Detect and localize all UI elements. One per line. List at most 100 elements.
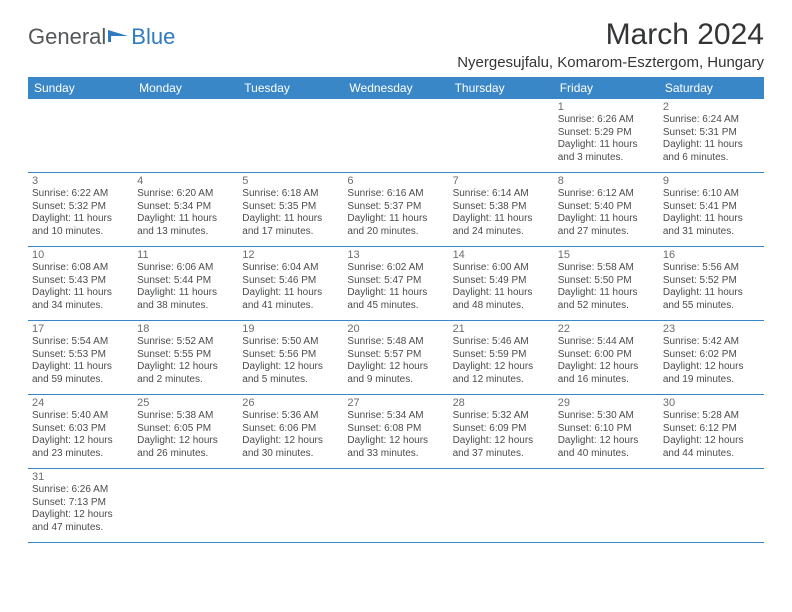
day-info-line: Sunrise: 6:08 AM <box>32 262 129 275</box>
calendar-cell: 27Sunrise: 5:34 AMSunset: 6:08 PMDayligh… <box>343 395 448 469</box>
day-number: 28 <box>453 397 550 409</box>
calendar-row: 10Sunrise: 6:08 AMSunset: 5:43 PMDayligh… <box>28 247 764 321</box>
day-info-line: Sunset: 5:37 PM <box>347 201 444 214</box>
day-info-line: Sunset: 6:00 PM <box>558 349 655 362</box>
calendar-cell: 2Sunrise: 6:24 AMSunset: 5:31 PMDaylight… <box>659 99 764 173</box>
title-block: March 2024 Nyergesujfalu, Komarom-Eszter… <box>457 18 764 71</box>
day-info-line: and 16 minutes. <box>558 374 655 387</box>
day-info: Sunrise: 5:32 AMSunset: 6:09 PMDaylight:… <box>453 410 550 460</box>
day-number: 18 <box>137 323 234 335</box>
day-info-line: Sunrise: 5:54 AM <box>32 336 129 349</box>
day-info-line: Sunset: 6:08 PM <box>347 423 444 436</box>
day-number: 16 <box>663 249 760 261</box>
day-info-line: Sunset: 5:32 PM <box>32 201 129 214</box>
day-info-line: Sunrise: 6:10 AM <box>663 188 760 201</box>
day-info: Sunrise: 6:10 AMSunset: 5:41 PMDaylight:… <box>663 188 760 238</box>
day-info: Sunrise: 5:46 AMSunset: 5:59 PMDaylight:… <box>453 336 550 386</box>
day-info-line: Sunrise: 5:50 AM <box>242 336 339 349</box>
day-number: 22 <box>558 323 655 335</box>
day-info-line: Daylight: 11 hours <box>242 213 339 226</box>
day-info-line: Sunset: 5:35 PM <box>242 201 339 214</box>
day-info-line: and 38 minutes. <box>137 300 234 313</box>
calendar-cell: 21Sunrise: 5:46 AMSunset: 5:59 PMDayligh… <box>449 321 554 395</box>
day-info-line: Sunrise: 5:30 AM <box>558 410 655 423</box>
day-info: Sunrise: 6:22 AMSunset: 5:32 PMDaylight:… <box>32 188 129 238</box>
weekday-header: Friday <box>554 77 659 99</box>
day-info-line: Sunrise: 5:42 AM <box>663 336 760 349</box>
day-info-line: and 47 minutes. <box>32 522 129 535</box>
calendar-row: 17Sunrise: 5:54 AMSunset: 5:53 PMDayligh… <box>28 321 764 395</box>
day-info-line: Daylight: 11 hours <box>663 287 760 300</box>
day-info-line: and 34 minutes. <box>32 300 129 313</box>
weekday-header: Monday <box>133 77 238 99</box>
day-info-line: Sunrise: 6:04 AM <box>242 262 339 275</box>
day-info-line: Sunset: 7:13 PM <box>32 497 129 510</box>
day-info-line: Sunset: 5:38 PM <box>453 201 550 214</box>
weekday-header: Sunday <box>28 77 133 99</box>
calendar-cell: 14Sunrise: 6:00 AMSunset: 5:49 PMDayligh… <box>449 247 554 321</box>
day-info: Sunrise: 5:44 AMSunset: 6:00 PMDaylight:… <box>558 336 655 386</box>
day-info-line: Daylight: 12 hours <box>558 435 655 448</box>
day-number: 10 <box>32 249 129 261</box>
day-info: Sunrise: 5:40 AMSunset: 6:03 PMDaylight:… <box>32 410 129 460</box>
day-number: 17 <box>32 323 129 335</box>
logo-flag-icon <box>108 28 130 44</box>
day-info-line: Sunset: 5:57 PM <box>347 349 444 362</box>
day-number: 6 <box>347 175 444 187</box>
day-info: Sunrise: 5:30 AMSunset: 6:10 PMDaylight:… <box>558 410 655 460</box>
day-number: 15 <box>558 249 655 261</box>
day-number: 12 <box>242 249 339 261</box>
day-number: 26 <box>242 397 339 409</box>
day-number: 4 <box>137 175 234 187</box>
day-info-line: Daylight: 12 hours <box>453 435 550 448</box>
day-info-line: Sunrise: 6:14 AM <box>453 188 550 201</box>
day-info-line: Daylight: 11 hours <box>347 287 444 300</box>
day-info-line: Daylight: 11 hours <box>558 213 655 226</box>
day-info-line: Sunset: 6:10 PM <box>558 423 655 436</box>
day-info-line: Daylight: 11 hours <box>558 139 655 152</box>
calendar-cell: 24Sunrise: 5:40 AMSunset: 6:03 PMDayligh… <box>28 395 133 469</box>
day-info-line: and 5 minutes. <box>242 374 339 387</box>
logo: GeneralBlue <box>28 24 175 50</box>
day-info-line: Sunrise: 5:36 AM <box>242 410 339 423</box>
day-info-line: and 41 minutes. <box>242 300 339 313</box>
day-info-line: Daylight: 12 hours <box>242 435 339 448</box>
day-number: 9 <box>663 175 760 187</box>
day-info-line: Sunset: 5:52 PM <box>663 275 760 288</box>
day-info-line: Sunset: 6:02 PM <box>663 349 760 362</box>
day-number: 23 <box>663 323 760 335</box>
day-info-line: Sunset: 6:12 PM <box>663 423 760 436</box>
weekday-header-row: Sunday Monday Tuesday Wednesday Thursday… <box>28 77 764 99</box>
day-info-line: and 27 minutes. <box>558 226 655 239</box>
day-info-line: Sunrise: 6:26 AM <box>32 484 129 497</box>
calendar-cell: 4Sunrise: 6:20 AMSunset: 5:34 PMDaylight… <box>133 173 238 247</box>
calendar-cell: 8Sunrise: 6:12 AMSunset: 5:40 PMDaylight… <box>554 173 659 247</box>
calendar-cell: 20Sunrise: 5:48 AMSunset: 5:57 PMDayligh… <box>343 321 448 395</box>
calendar-cell: 22Sunrise: 5:44 AMSunset: 6:00 PMDayligh… <box>554 321 659 395</box>
day-info-line: and 52 minutes. <box>558 300 655 313</box>
calendar-cell: 13Sunrise: 6:02 AMSunset: 5:47 PMDayligh… <box>343 247 448 321</box>
calendar-cell: 3Sunrise: 6:22 AMSunset: 5:32 PMDaylight… <box>28 173 133 247</box>
day-number: 20 <box>347 323 444 335</box>
day-number: 30 <box>663 397 760 409</box>
day-number: 2 <box>663 101 760 113</box>
day-info-line: Sunrise: 5:32 AM <box>453 410 550 423</box>
day-info-line: Sunrise: 5:52 AM <box>137 336 234 349</box>
calendar-cell: 23Sunrise: 5:42 AMSunset: 6:02 PMDayligh… <box>659 321 764 395</box>
day-info-line: and 33 minutes. <box>347 448 444 461</box>
day-info-line: Sunrise: 6:16 AM <box>347 188 444 201</box>
day-number: 19 <box>242 323 339 335</box>
day-info-line: Sunset: 6:05 PM <box>137 423 234 436</box>
day-number: 11 <box>137 249 234 261</box>
day-info-line: Sunrise: 5:40 AM <box>32 410 129 423</box>
calendar-cell <box>449 99 554 173</box>
day-info-line: Sunrise: 5:46 AM <box>453 336 550 349</box>
day-info: Sunrise: 6:26 AMSunset: 5:29 PMDaylight:… <box>558 114 655 164</box>
day-info-line: Daylight: 12 hours <box>558 361 655 374</box>
day-info: Sunrise: 6:08 AMSunset: 5:43 PMDaylight:… <box>32 262 129 312</box>
calendar-cell <box>133 469 238 543</box>
day-number: 14 <box>453 249 550 261</box>
day-info: Sunrise: 5:58 AMSunset: 5:50 PMDaylight:… <box>558 262 655 312</box>
day-info-line: Daylight: 12 hours <box>663 361 760 374</box>
day-info: Sunrise: 5:54 AMSunset: 5:53 PMDaylight:… <box>32 336 129 386</box>
